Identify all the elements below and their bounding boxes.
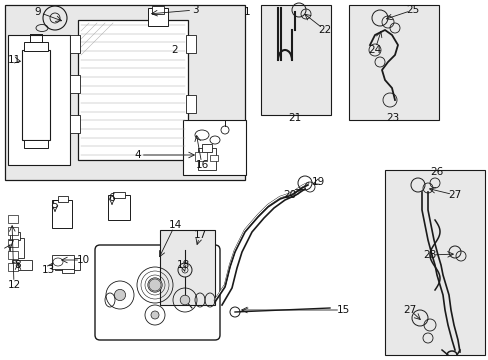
Circle shape [151, 311, 159, 319]
Text: 24: 24 [367, 45, 381, 55]
Circle shape [180, 295, 189, 305]
Bar [8, 239, 18, 247]
Text: 28: 28 [423, 250, 436, 260]
Bar [70, 115, 80, 133]
FancyBboxPatch shape [95, 245, 220, 340]
Text: 9: 9 [35, 7, 41, 17]
Bar [58, 196, 68, 202]
Bar [384, 170, 484, 355]
Bar [8, 227, 18, 235]
Bar [160, 230, 215, 305]
Bar [5, 5, 244, 180]
Text: 5: 5 [52, 200, 58, 210]
Bar [10, 238, 24, 258]
Bar [209, 155, 218, 161]
Bar [8, 215, 18, 223]
Text: 3: 3 [191, 5, 198, 15]
Bar [261, 5, 330, 115]
Text: 27: 27 [447, 190, 461, 200]
Circle shape [147, 278, 162, 292]
Bar [183, 120, 245, 175]
Bar [202, 144, 212, 152]
Text: 7: 7 [7, 240, 13, 250]
Text: 1: 1 [243, 7, 250, 17]
Text: 26: 26 [429, 167, 443, 177]
Bar [62, 265, 74, 273]
Text: 2: 2 [171, 45, 178, 55]
Bar [55, 258, 80, 270]
Text: 6: 6 [108, 193, 115, 203]
Text: 11: 11 [7, 55, 20, 65]
Bar [78, 20, 187, 160]
Text: 10: 10 [76, 255, 89, 265]
Text: 17: 17 [193, 230, 206, 240]
Bar [185, 35, 196, 53]
Bar [348, 5, 438, 120]
Text: 8: 8 [15, 260, 21, 270]
Bar [8, 263, 18, 271]
Bar [195, 152, 206, 161]
Text: 12: 12 [7, 280, 20, 290]
Bar [70, 75, 80, 93]
Bar [70, 35, 80, 53]
Bar [12, 260, 32, 270]
Bar [8, 251, 18, 259]
Circle shape [114, 289, 125, 301]
Text: 4: 4 [134, 150, 141, 160]
Bar [52, 255, 74, 269]
Bar [10, 232, 20, 240]
Bar [52, 200, 72, 228]
Text: 16: 16 [195, 160, 208, 170]
Bar [24, 140, 48, 148]
Bar [8, 35, 70, 165]
Text: 19: 19 [311, 177, 324, 187]
Bar [113, 192, 125, 198]
Text: 14: 14 [168, 220, 181, 230]
Text: 25: 25 [406, 5, 419, 15]
Text: 18: 18 [176, 260, 189, 270]
Bar [198, 148, 216, 170]
Text: 21: 21 [288, 113, 301, 123]
Bar [108, 195, 130, 220]
Text: 13: 13 [41, 265, 55, 275]
Bar [22, 50, 50, 140]
Text: 22: 22 [318, 25, 331, 35]
Text: 15: 15 [336, 305, 349, 315]
Bar [148, 8, 168, 26]
Bar [152, 6, 163, 14]
Bar [24, 42, 48, 51]
Text: 23: 23 [386, 113, 399, 123]
Bar [185, 95, 196, 113]
Text: 20: 20 [283, 190, 296, 200]
Text: 27: 27 [403, 305, 416, 315]
